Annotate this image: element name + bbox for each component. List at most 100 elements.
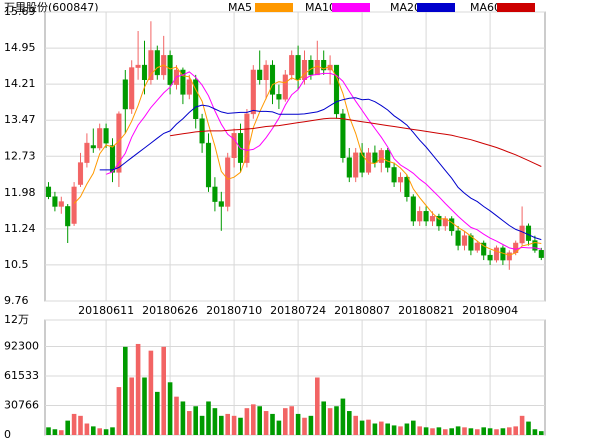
volume-bar (46, 427, 51, 435)
x-tick-label: 20180904 (462, 304, 518, 317)
candle-body (250, 69, 256, 115)
volume-bar (91, 426, 96, 435)
y-tick-label: 9.76 (4, 294, 29, 307)
volume-bar (71, 413, 77, 435)
candle-body (532, 240, 538, 251)
volume-bar (219, 415, 224, 435)
candle-body (77, 162, 84, 185)
x-tick-label: 20180710 (206, 304, 262, 317)
candle-body (519, 225, 525, 244)
volume-bar (97, 428, 102, 435)
candle-body (353, 152, 359, 178)
volume-bar (167, 382, 173, 435)
candle-body (218, 201, 224, 207)
volume-bar (270, 413, 275, 435)
chart-title: 万里股份(600847) (4, 1, 99, 14)
volume-bar (353, 415, 358, 435)
candle-body (84, 142, 90, 163)
volume-bar (340, 398, 346, 435)
volume-bar (487, 428, 493, 435)
legend-label: MA60 (470, 1, 501, 14)
candle-body (333, 64, 340, 115)
volume-bar (193, 406, 198, 435)
volume-bar (315, 377, 320, 435)
candle-body (461, 235, 468, 246)
y-tick-label: 15.69 (4, 5, 36, 18)
volume-tick-label: 92300 (4, 340, 39, 353)
candle-body (404, 176, 410, 197)
volume-bar (238, 417, 243, 435)
volume-bar (430, 428, 435, 435)
x-tick-label: 20180626 (142, 304, 198, 317)
x-tick-label: 20180807 (334, 304, 390, 317)
candle-body (391, 167, 397, 183)
candle-body (282, 74, 288, 100)
candle-body (257, 69, 263, 80)
candle-body (481, 242, 487, 256)
volume-bar (436, 427, 442, 435)
candle-body (474, 242, 480, 251)
volume-bar (231, 415, 237, 435)
volume-bar (321, 401, 326, 435)
volume-bar (206, 401, 211, 435)
volume-bar (199, 415, 205, 435)
volume-bar (289, 406, 294, 435)
volume-bar (379, 421, 384, 435)
volume-bar (423, 427, 429, 435)
candle-body (71, 186, 77, 224)
candle-body (429, 215, 436, 222)
candle-body (372, 152, 378, 163)
volume-bar (142, 377, 147, 435)
candle-body (103, 128, 109, 144)
candle-body (538, 250, 544, 258)
candle-body (314, 59, 320, 76)
volume-bar (257, 406, 262, 435)
candle-body (167, 55, 173, 85)
candle-body (417, 211, 423, 222)
volume-bar (500, 428, 506, 435)
volume-bar (443, 429, 448, 435)
candle-body (346, 157, 352, 178)
legend-swatch (332, 3, 370, 12)
candle-body (525, 225, 532, 241)
candle-body (487, 254, 493, 261)
volume-bar (513, 426, 518, 435)
candle-body (269, 64, 276, 95)
volume-bar (366, 419, 371, 435)
legend-swatch (417, 3, 455, 12)
volume-bar (462, 427, 467, 435)
volume-bar (449, 428, 454, 435)
volume-bar (123, 346, 128, 435)
ma-line (105, 71, 542, 250)
volume-bar (481, 427, 486, 435)
volume-bar (398, 426, 403, 435)
candle-body (193, 79, 199, 119)
y-tick-label: 14.21 (4, 77, 36, 90)
volume-bar (308, 415, 314, 435)
volume-bar (347, 411, 352, 435)
candle-body (135, 64, 141, 68)
volume-bar (507, 427, 512, 435)
candle-body (154, 50, 160, 76)
volume-bar (411, 420, 416, 435)
volume-bar (244, 408, 250, 435)
volume-bar (295, 413, 301, 435)
volume-bar (468, 428, 474, 435)
volume-bar (417, 426, 422, 435)
volume-bar (103, 429, 109, 435)
y-tick-label: 10.5 (4, 258, 29, 271)
candle-body (423, 211, 429, 222)
candle-body (263, 64, 269, 80)
candle-body (52, 196, 58, 207)
volume-bar (65, 420, 70, 435)
candle-body (180, 69, 186, 95)
candle-body (410, 196, 416, 222)
candle-body (205, 142, 212, 188)
volume-bar (78, 415, 83, 435)
y-tick-label: 12.73 (4, 149, 36, 162)
volume-tick-label: 61533 (4, 369, 39, 382)
candle-body (45, 186, 52, 197)
candle-body (186, 79, 192, 95)
volume-bar (129, 377, 134, 435)
